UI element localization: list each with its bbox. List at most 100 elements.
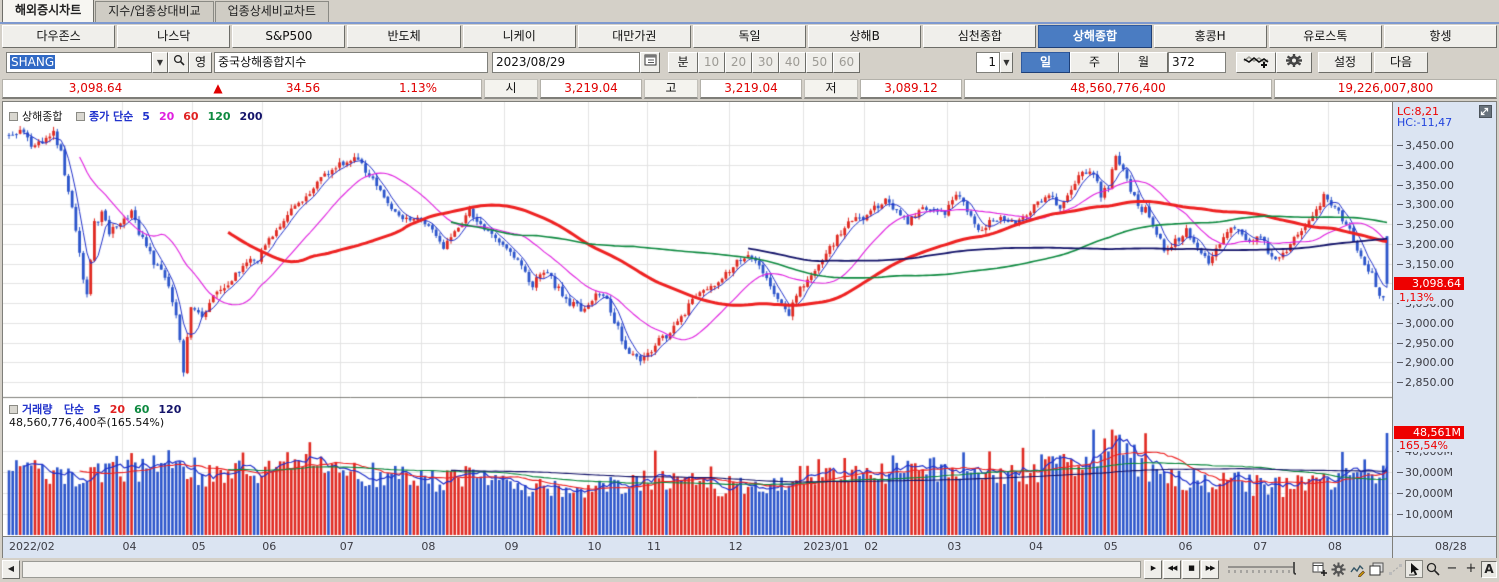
playback-nav-button[interactable]: ▶ [1144, 559, 1162, 579]
playback-nav-button[interactable]: ■ [1182, 559, 1200, 579]
change-value: 34.56 [285, 80, 321, 95]
chart-scrollbar-track[interactable] [22, 560, 1141, 578]
axis-tick [1397, 322, 1403, 324]
price-volume-chart-canvas[interactable] [3, 102, 1392, 536]
market-button[interactable]: 홍콩H [1153, 25, 1267, 48]
volume-axis-label: 10,000M [1397, 508, 1453, 521]
time-axis-label: 09 [504, 540, 519, 553]
price-ma-type: 종가 단순 [88, 110, 134, 123]
market-button[interactable]: 니케이 [462, 25, 576, 48]
minute-mode-button[interactable]: 분 [668, 52, 698, 73]
symbol-input[interactable]: SHANG [6, 52, 152, 73]
legend-checkbox-icon[interactable] [9, 112, 18, 121]
playback-nav-button[interactable]: ◀◀ [1163, 559, 1181, 579]
settings-button[interactable]: 설정 [1318, 52, 1372, 73]
volume-panel-expand-button[interactable] [1479, 105, 1492, 118]
time-axis-label: 12 [728, 540, 743, 553]
low-label: 저 [804, 78, 858, 99]
language-toggle-label: 영 [194, 55, 207, 69]
axis-tick [1397, 263, 1403, 265]
price-axis-label: 3,450.00 [1397, 139, 1454, 152]
price-axis-label: 3,250.00 [1397, 218, 1454, 231]
time-axis-label: 05 [1103, 540, 1118, 553]
market-button[interactable]: 나스닥 [117, 25, 231, 48]
window-tab[interactable]: 해외증시차트 [2, 0, 95, 22]
market-button[interactable]: 상해종합 [1038, 25, 1152, 48]
duplicate-window-button[interactable] [1367, 560, 1385, 578]
candle-count-dropdown[interactable]: ▼ [1000, 52, 1013, 73]
cursor-tool-button[interactable] [1405, 560, 1423, 578]
change-percent: 1.13% [398, 80, 438, 95]
symbol-name-field[interactable]: 중국상해종합지수 [214, 52, 488, 73]
price-axis-label: 3,300.00 [1397, 198, 1454, 211]
compare-line-icon [1243, 55, 1269, 68]
market-button[interactable]: 다우존스 [2, 25, 116, 48]
axis-tick [1397, 164, 1403, 166]
playback-nav-button[interactable]: ▶▶ [1201, 559, 1219, 579]
symbol-search-button[interactable] [168, 52, 189, 73]
minute-option-button[interactable]: 30 [752, 52, 779, 73]
last-price-percent: 1,13% [1399, 291, 1438, 304]
auto-scale-button[interactable]: A [1481, 560, 1497, 578]
edit-chart-button[interactable] [1348, 560, 1366, 578]
high-value: 3,219.04 [700, 78, 802, 99]
market-button[interactable]: 항셍 [1383, 25, 1498, 48]
date-field[interactable]: 2023/08/29 [492, 52, 640, 73]
time-axis-label: 04 [1029, 540, 1043, 553]
price-axis-label: 2,900.00 [1397, 356, 1454, 369]
volume-series-name: 거래량 [22, 403, 53, 416]
volume-info-text: 48,560,776,400주(165.54%) [9, 416, 165, 429]
market-button[interactable]: 상해B [808, 25, 922, 48]
minute-option-button[interactable]: 60 [833, 52, 860, 73]
period-button[interactable]: 주 [1070, 52, 1119, 73]
price-axis-label: 2,850.00 [1397, 376, 1454, 389]
calendar-icon [644, 54, 656, 66]
new-window-button[interactable] [1310, 560, 1328, 578]
volume-ma-period: 5 [93, 403, 101, 416]
time-axis-label: 07 [339, 540, 354, 553]
window-tab[interactable]: 지수/업종상대비교 [95, 1, 214, 22]
axis-tick [1397, 224, 1403, 225]
trendline-tool-button[interactable] [1386, 560, 1404, 578]
slider-handle[interactable] [1293, 562, 1297, 575]
legend-checkbox-icon[interactable] [9, 405, 18, 414]
next-button[interactable]: 다음 [1374, 52, 1428, 73]
gear-icon [1331, 562, 1345, 576]
candle-count-input[interactable]: 1 [976, 52, 1000, 73]
market-button[interactable]: S&P500 [232, 25, 346, 48]
volume-legend: 거래량 단순 5 20 60 120 [9, 401, 181, 417]
bars-input[interactable]: 372 [1168, 52, 1226, 73]
zoom-slider[interactable] [1227, 560, 1303, 578]
chart-toolbar: SHANG ▼ 영 중국상해종합지수 2023/08/29 분 10 20 30 40… [2, 51, 1497, 74]
scroll-left-button[interactable]: ◀ [2, 559, 20, 579]
settings-gear-button[interactable] [1329, 560, 1347, 578]
open-value: 3,219.04 [540, 78, 642, 99]
market-button[interactable]: 반도체 [347, 25, 461, 48]
volume-badge: 48,561M [1394, 426, 1464, 439]
chart-settings-gear-button[interactable] [1276, 52, 1312, 73]
minute-options: 10 20 30 40 50 60 [698, 52, 860, 73]
symbol-dropdown-button[interactable]: ▼ [152, 52, 168, 73]
calendar-button[interactable] [640, 52, 660, 73]
market-button[interactable]: 독일 [692, 25, 807, 48]
last-date-label: 08/28 [1435, 540, 1467, 553]
minute-option-button[interactable]: 20 [725, 52, 752, 73]
market-button[interactable]: 대만가권 [577, 25, 691, 48]
compare-chart-button[interactable] [1236, 52, 1276, 73]
minute-option-button[interactable]: 10 [698, 52, 725, 73]
language-toggle-button[interactable]: 영 [189, 52, 212, 73]
period-button[interactable]: 월 [1119, 52, 1168, 73]
zoom-out-button[interactable]: − [1446, 561, 1458, 576]
legend-checkbox-icon[interactable] [75, 112, 85, 121]
zoom-tool-button[interactable] [1424, 560, 1442, 578]
price-ma-period: 60 [183, 110, 199, 123]
minute-option-button[interactable]: 50 [806, 52, 833, 73]
market-button[interactable]: 유로스톡 [1268, 25, 1382, 48]
symbol-text: SHANG [10, 55, 56, 69]
time-axis-label: 08 [421, 540, 436, 553]
window-tab[interactable]: 업종상세비교차트 [214, 1, 329, 22]
minute-option-button[interactable]: 40 [779, 52, 806, 73]
period-button[interactable]: 일 [1021, 52, 1070, 73]
market-button[interactable]: 심천종합 [923, 25, 1037, 48]
zoom-in-button[interactable]: + [1465, 561, 1477, 576]
